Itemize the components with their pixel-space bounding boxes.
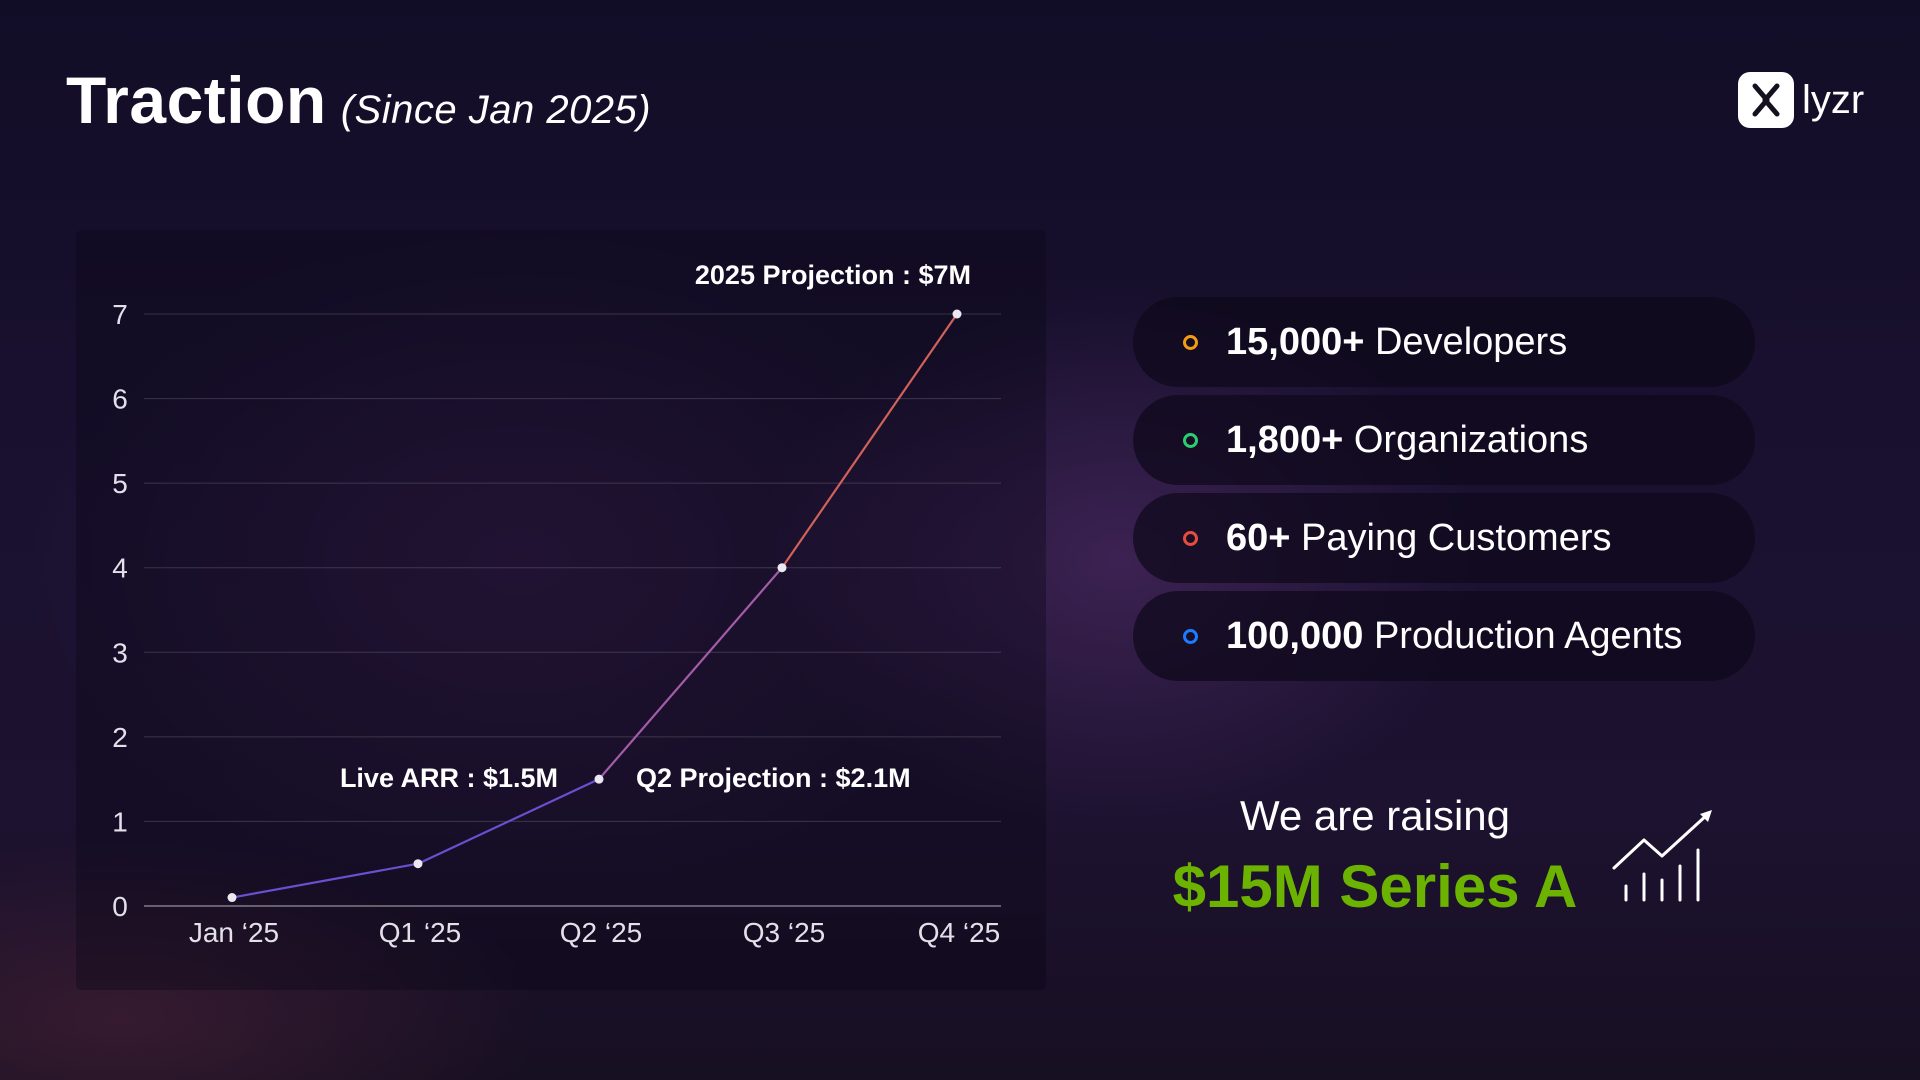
- bullet-dot-icon: [1183, 530, 1198, 546]
- x-tick-label: Jan ‘25: [189, 917, 279, 948]
- bullet-dot-icon: [1183, 432, 1198, 448]
- data-point: [952, 309, 962, 319]
- data-point: [777, 563, 787, 573]
- raise-heading: We are raising: [1239, 792, 1510, 839]
- bullet-dot-icon: [1183, 334, 1198, 350]
- metric-label: Production Agents: [1373, 614, 1683, 657]
- series-line-segment: [597, 566, 784, 781]
- series-line-segment: [780, 312, 959, 569]
- title-main: Traction: [66, 63, 327, 137]
- metric-value: 60+: [1226, 516, 1291, 559]
- metric-value: 1,800+: [1226, 418, 1344, 461]
- raise-amount: $15M Series A: [1172, 853, 1578, 920]
- y-tick-label: 7: [112, 299, 128, 330]
- x-tick-label: Q1 ‘25: [379, 917, 462, 948]
- logo-text: lyzr: [1802, 77, 1865, 122]
- metric-value: 15,000+: [1226, 320, 1365, 363]
- line-chart: 0 1 2 3 4 5 6 7 Jan ‘25 Q1 ‘25 Q2 ‘25 Q3 ‘25 Q4 ‘25 2…: [112, 260, 1001, 948]
- metric-label: Organizations: [1353, 418, 1589, 461]
- growth-chart-icon: [1612, 810, 1712, 902]
- y-tick-label: 1: [112, 806, 128, 837]
- y-tick-label: 0: [112, 891, 128, 922]
- traction-chart: 0 1 2 3 4 5 6 7 Jan ‘25 Q1 ‘25 Q2 ‘25 Q3 ‘25 Q4 ‘25 2…: [76, 230, 1046, 990]
- x-tick-label: Q4 ‘25: [918, 917, 1001, 948]
- metric-pill-organizations: 1,800+ Organizations: [1133, 395, 1755, 485]
- metric-value: 100,000: [1226, 614, 1364, 657]
- data-point: [227, 893, 237, 903]
- metrics-list: 15,000+ Developers 1,800+ Organizations …: [1133, 297, 1755, 689]
- y-tick-label: 4: [112, 553, 128, 584]
- annotation-2025-projection: 2025 Projection : $7M: [695, 260, 971, 290]
- metric-pill-paying-customers: 60+ Paying Customers: [1133, 493, 1755, 583]
- series-line-segment: [416, 778, 601, 865]
- title-subtitle: (Since Jan 2025): [340, 88, 652, 132]
- metric-pill-production-agents: 100,000 Production Agents: [1133, 591, 1755, 681]
- metric-label: Developers: [1374, 320, 1568, 363]
- data-point: [413, 859, 423, 869]
- y-tick-label: 2: [112, 722, 128, 753]
- x-tick-label: Q2 ‘25: [560, 917, 643, 948]
- y-tick-label: 5: [112, 468, 128, 499]
- data-point: [594, 774, 604, 784]
- lyzr-logo-icon: [1738, 72, 1794, 128]
- series-line-segment: [230, 862, 420, 899]
- bullet-dot-icon: [1183, 628, 1198, 644]
- brand-logo: lyzr: [1738, 72, 1864, 128]
- annotation-live-arr: Live ARR : $1.5M: [340, 763, 558, 793]
- y-tick-label: 3: [112, 637, 128, 668]
- page-title: Traction (Since Jan 2025): [66, 62, 651, 138]
- metric-pill-developers: 15,000+ Developers: [1133, 297, 1755, 387]
- y-tick-label: 6: [112, 384, 128, 415]
- metric-label: Paying Customers: [1301, 516, 1612, 559]
- annotation-q2-projection: Q2 Projection : $2.1M: [636, 763, 911, 793]
- x-tick-label: Q3 ‘25: [743, 917, 826, 948]
